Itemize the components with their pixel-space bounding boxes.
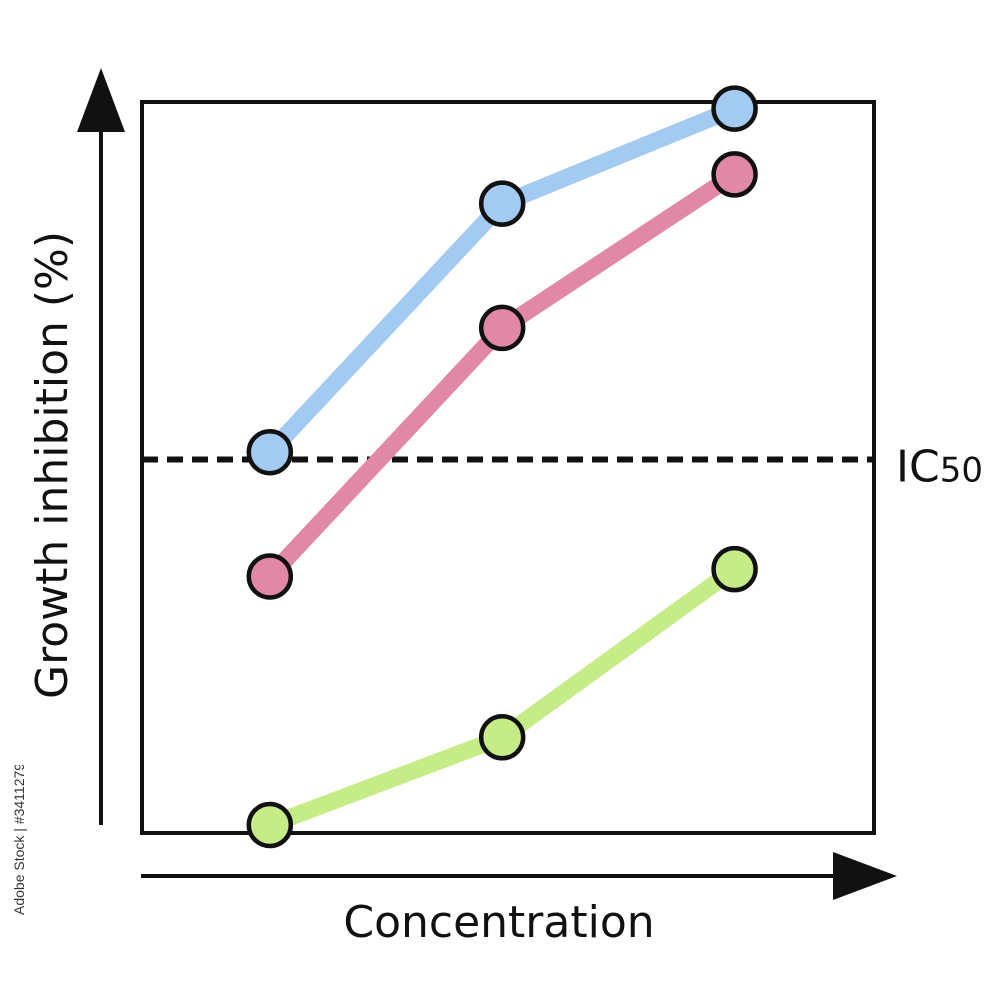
series-2-point — [478, 304, 526, 352]
series-3-point — [478, 714, 526, 761]
series-3-point — [711, 545, 758, 593]
plot-frame — [140, 100, 876, 835]
ic50-label-main: IC — [896, 442, 940, 493]
x-axis-arrowhead — [833, 852, 897, 900]
series-3-line — [266, 562, 740, 833]
series-1-point — [478, 180, 526, 227]
series-2-point — [711, 151, 758, 198]
ic50-label-subscript: 50 — [940, 451, 983, 491]
series-layer — [246, 85, 758, 849]
x-axis-label: Concentration — [343, 897, 654, 948]
series-3-point — [246, 801, 294, 849]
series-2-point — [246, 553, 294, 600]
series-1-line — [263, 100, 738, 458]
ic50-label: IC50 — [896, 442, 983, 493]
watermark-text: Adobe Stock | #341127934 — [11, 765, 27, 915]
stock-watermark: Adobe Stock | #341127934 — [11, 765, 27, 915]
y-axis-label: Growth inhibition (%) — [27, 231, 78, 699]
series-1-point — [711, 85, 758, 132]
series-1-point — [246, 428, 294, 476]
y-axis-arrowhead — [77, 68, 125, 132]
